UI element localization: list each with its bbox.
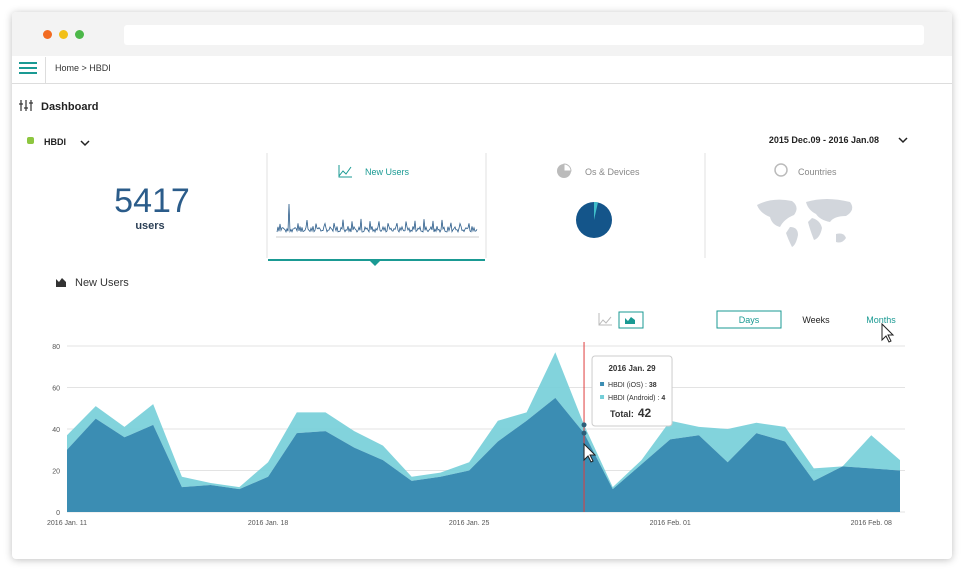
tooltip-total: Total: 42 xyxy=(610,406,652,420)
sparkline xyxy=(276,204,478,234)
range-button[interactable]: Months xyxy=(866,315,896,325)
y-tick-label: 40 xyxy=(52,427,60,434)
tooltip-row: HBDI (iOS) : 38 xyxy=(608,382,657,389)
tab-label[interactable]: Countries xyxy=(798,167,837,177)
section-title: New Users xyxy=(75,277,129,289)
line-view-toggle[interactable] xyxy=(598,313,612,326)
cursor xyxy=(881,322,895,343)
dropdown-arrow[interactable] xyxy=(898,137,908,144)
tab-label[interactable]: New Users xyxy=(365,167,410,177)
tooltip-title: 2016 Jan. 29 xyxy=(608,364,656,373)
menu-icon[interactable] xyxy=(19,67,37,69)
nav-bar xyxy=(12,56,952,84)
maximize-dot[interactable] xyxy=(75,30,84,39)
tooltip-swatch xyxy=(600,382,605,386)
tooltip-separator: : xyxy=(656,395,662,402)
area xyxy=(67,352,900,490)
y-tick-label: 80 xyxy=(52,344,60,351)
y-tick-label: 60 xyxy=(52,386,60,393)
x-tick-label: 2016 Feb. 08 xyxy=(851,520,892,527)
range-button[interactable]: Days xyxy=(739,315,760,325)
summary-value: 5417 xyxy=(114,182,190,220)
world-map xyxy=(757,199,853,247)
tooltip-total-label: Total: xyxy=(610,409,634,419)
area-view-icon[interactable] xyxy=(625,317,635,324)
page-title: Dashboard xyxy=(41,101,98,113)
hover-point xyxy=(581,422,587,428)
tab-icon[interactable] xyxy=(774,163,788,177)
x-tick-label: 2016 Feb. 01 xyxy=(650,520,691,527)
section-icon xyxy=(56,278,66,287)
cursor xyxy=(583,442,597,463)
active-tab-pointer xyxy=(370,261,380,266)
summary-label: users xyxy=(135,220,164,232)
tooltip-series-name: HBDI (Android) xyxy=(608,395,655,402)
dashboard-icon xyxy=(19,100,33,111)
menu-icon[interactable] xyxy=(19,62,37,64)
mini-pie-slice xyxy=(594,201,598,220)
range-button-active[interactable] xyxy=(716,310,782,329)
tooltip-value: 38 xyxy=(649,382,657,389)
x-tick-label: 2016 Jan. 18 xyxy=(248,520,289,527)
tooltip-value: 4 xyxy=(661,395,665,402)
tooltip-series-name: HBDI (iOS) xyxy=(608,382,643,389)
tooltip-box xyxy=(591,355,673,427)
close-dot[interactable] xyxy=(43,30,52,39)
tab-label[interactable]: Os & Devices xyxy=(585,167,640,177)
app-selector[interactable]: HBDI xyxy=(44,137,66,147)
area xyxy=(67,397,900,512)
x-tick-label: 2016 Jan. 25 xyxy=(449,520,490,527)
y-tick-label: 0 xyxy=(56,510,60,517)
hover-point xyxy=(581,430,587,436)
range-button[interactable]: Weeks xyxy=(802,315,830,325)
tooltip-row: HBDI (Android) : 4 xyxy=(608,395,665,402)
tooltip-total-value: 42 xyxy=(638,406,652,420)
tab-icon[interactable] xyxy=(563,163,572,172)
menu-icon[interactable] xyxy=(19,72,37,74)
breadcrumb[interactable]: Home > HBDI xyxy=(55,63,111,73)
y-tick-label: 20 xyxy=(52,469,60,476)
date-range[interactable]: 2015 Dec.09 - 2016 Jan.08 xyxy=(769,135,879,145)
minimize-dot[interactable] xyxy=(59,30,68,39)
tooltip-separator: : xyxy=(643,382,649,389)
dropdown-arrow[interactable] xyxy=(80,140,90,147)
tooltip-swatch xyxy=(600,395,605,399)
nav-separator xyxy=(45,57,46,83)
android-icon xyxy=(27,137,34,144)
x-tick-label: 2016 Jan. 11 xyxy=(47,520,87,527)
tab-icon[interactable] xyxy=(338,165,352,178)
address-bar[interactable] xyxy=(124,25,924,45)
